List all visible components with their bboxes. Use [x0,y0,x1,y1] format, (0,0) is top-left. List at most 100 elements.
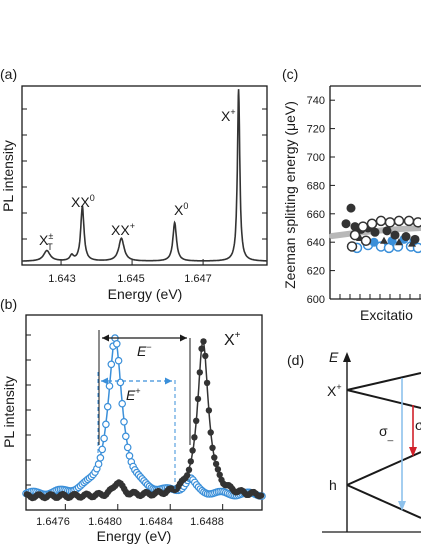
panel-a-ylabel: PL intensity [0,140,16,212]
panel-c-point [393,215,405,227]
panel-b-point-black [257,492,265,499]
panel-b-point-blue [96,453,105,462]
panel-c-point [380,236,388,244]
panel-c-tick-label: 740 [307,95,325,107]
panel-c-point [349,229,361,241]
panel-c-point [403,215,415,227]
panel-c-point [375,215,387,227]
panel-a-tick-labels: 1.643 1.645 1.647 [48,273,212,285]
e-plus-arrowhead-left [101,377,108,385]
panel-b-point-black [205,407,213,414]
panel-c-point [369,237,379,247]
panel-b-point-black [211,454,218,461]
panel-c-tick-label: 700 [307,152,325,164]
panel-b-point-black [203,379,211,387]
panel-b-series-black [23,338,265,502]
panel-c-tick-label: 680 [307,180,325,192]
panel-c-point [341,219,351,229]
panel-c-tick-label: 600 [307,294,325,306]
panel-b-tick-label: 1.6488 [190,516,224,528]
panel-c-point [360,235,372,247]
peak-label-x0: X0 [174,201,188,218]
panel-b-point-black [198,345,205,352]
peak-label-xxplus: XX+ [111,221,135,238]
panel-b-point-blue [94,460,103,468]
panel-c-tick-labels: 600 620 640 660 680 700 720 740 [307,95,325,306]
e-minus-label: E− [137,342,152,359]
panel-c-point [382,226,392,236]
panel-c-points [341,203,421,254]
sigma-minus-label: σ_ [379,423,394,442]
panel-b-tick-label: 1.6484 [139,516,173,528]
energy-axis-arrowhead [343,352,351,362]
sigma-plus-label: σ [415,417,421,433]
panel-d: (d) E X+ h σ_ σ [287,349,421,533]
panel-b-point-black [191,434,198,441]
panel-b-point-blue [123,443,132,452]
panel-b-point-blue [100,434,108,443]
panel-b-point-black [185,466,193,473]
panel-c-tick-label: 720 [307,124,325,136]
panel-b-point-blue [118,399,127,408]
panel-c-label: (c) [282,66,298,82]
e-minus-arrowhead-left [102,334,109,342]
panel-c-ticks [330,99,421,300]
panel-c-point [346,203,356,213]
sigma-minus-arrowhead [398,501,406,511]
panel-b-frame [25,314,263,511]
panel-b-point-black [207,429,214,436]
panel-b-point-black [202,352,209,360]
panel-a-tick-label: 1.647 [184,273,212,285]
panel-c-point [395,238,403,246]
panel-c-ylabel: Zeeman splitting energy (μeV) [282,101,298,289]
level-label-h: h [329,477,337,493]
panel-c: (c) 600 620 640 660 680 700 720 740 Exci… [282,66,421,323]
panel-b-tick-label: 1.6476 [36,516,70,528]
peak-label-xt: X± T [39,231,53,252]
panel-b-point-black [200,338,207,345]
hole-lower-branch [346,484,421,519]
panel-b-series-blue [22,334,266,500]
sigma-plus-arrowhead [409,447,417,457]
e-plus-arrowhead-right [165,377,172,385]
panel-b-fit-black [26,339,262,497]
panel-b-fit-blue [26,338,262,496]
panel-b-point-blue [113,339,121,348]
panel-a-label: (a) [0,66,17,82]
panel-b-tick-label: 1.6480 [88,516,122,528]
peak-label-xx0: XX0 [71,193,95,210]
panel-a-xlabel: Energy (eV) [108,286,183,302]
panel-c-point [390,230,400,240]
panel-b-point-blue [107,360,116,369]
panel-b-ticks [26,334,224,510]
panel-b-point-black [193,417,200,424]
panel-b-point-black [184,472,191,479]
panel-b-point-blue [125,451,134,460]
panel-c-tick-label: 660 [307,209,325,221]
panel-d-label: (d) [287,352,304,368]
panel-b-point-black [216,471,223,478]
level-label-xplus: X+ [327,382,342,399]
panel-a-tick-label: 1.643 [48,273,76,285]
panel-b-title: X+ [224,330,241,349]
panel-a-frame [21,85,268,266]
panel-c-point [366,218,378,229]
panel-a: (a) 1.643 1.645 1.647 Energy (eV) PL int… [0,66,268,302]
e-minus-arrowhead-right [180,334,187,342]
panel-a-tick-label: 1.645 [117,273,145,285]
xplus-lower-branch [346,389,421,409]
panel-b-point-blue [102,420,110,429]
panel-b-point-black [189,447,196,454]
panel-c-tick-label: 620 [307,266,325,278]
panel-b-point-black [194,395,202,403]
panel-b-xlabel: Energy (eV) [97,528,172,544]
panel-b-point-black [187,458,194,465]
panel-b-point-black [209,444,216,451]
panel-b-tick-labels: 1.6476 1.6480 1.6484 1.6488 [36,516,224,528]
panel-c-point [357,221,369,232]
panel-c-point [346,241,358,252]
panel-b-point-black [196,369,203,376]
xplus-upper-branch [346,372,421,391]
panel-b-point-black [214,466,222,473]
